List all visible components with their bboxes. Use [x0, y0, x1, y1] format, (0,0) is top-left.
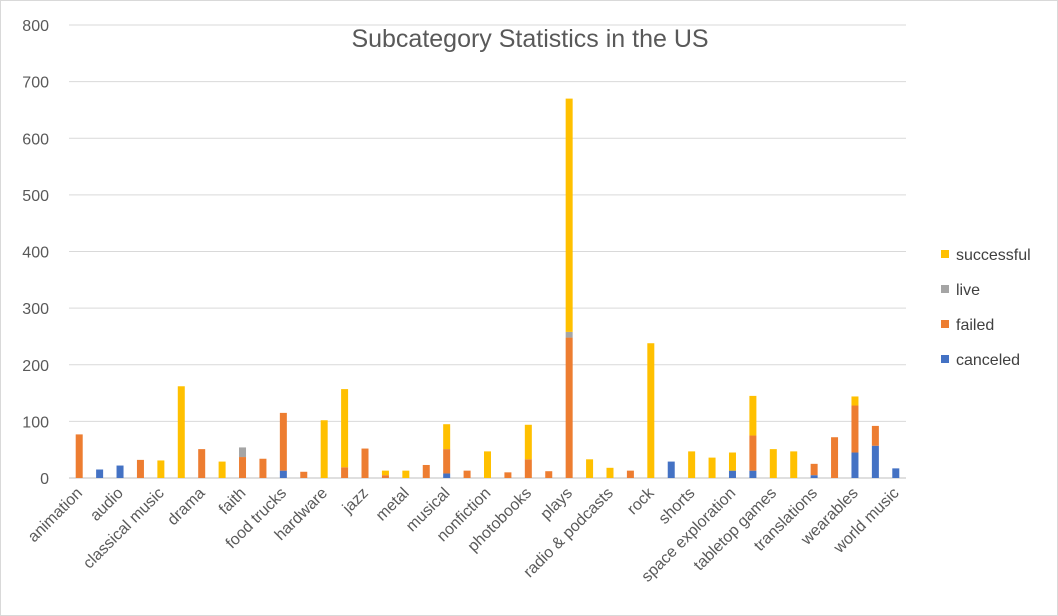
gridlines: [69, 24, 906, 479]
bar-failed: [871, 425, 879, 446]
bar-successful: [157, 460, 165, 478]
legend-swatch-failed: [941, 320, 949, 328]
bar-canceled: [871, 445, 879, 478]
bar-successful: [769, 449, 777, 478]
bar-failed: [524, 459, 532, 478]
bar-canceled: [667, 461, 675, 478]
bar-failed: [443, 449, 451, 474]
bar-successful: [647, 343, 655, 478]
legend-label-live: live: [956, 282, 980, 299]
bar-successful: [402, 470, 410, 478]
bar-successful: [606, 467, 614, 478]
chart-title: Subcategory Statistics in the US: [351, 25, 708, 53]
bar-successful: [218, 461, 226, 478]
bar-failed: [851, 405, 859, 453]
bar-failed: [300, 471, 308, 478]
bars: [75, 98, 900, 478]
bar-failed: [810, 463, 818, 476]
bar-successful: [688, 451, 696, 478]
x-tick-label: animation: [25, 485, 86, 546]
bar-failed: [626, 470, 634, 478]
y-tick-label: 200: [22, 358, 49, 375]
bar-failed: [565, 337, 573, 478]
bar-failed: [545, 471, 553, 478]
bar-successful: [749, 395, 757, 436]
legend-label-failed: failed: [956, 317, 994, 334]
bar-canceled: [810, 475, 818, 478]
bar-canceled: [116, 465, 124, 478]
bar-successful: [341, 389, 349, 468]
y-tick-label: 700: [22, 75, 49, 92]
bar-failed: [504, 472, 512, 478]
bar-successful: [524, 424, 532, 460]
y-tick-label: 400: [22, 245, 49, 262]
bar-canceled: [443, 473, 451, 478]
bar-failed: [136, 459, 144, 478]
y-tick-label: 500: [22, 188, 49, 205]
bar-successful: [381, 470, 389, 476]
y-tick-label: 0: [40, 471, 49, 488]
legend-label-successful: successful: [956, 247, 1031, 264]
bar-successful: [851, 396, 859, 406]
bar-canceled: [892, 468, 900, 478]
bar-failed: [75, 434, 83, 478]
bar-canceled: [728, 470, 736, 478]
legend-label-canceled: canceled: [956, 352, 1020, 369]
y-tick-label: 100: [22, 414, 49, 431]
bar-successful: [565, 98, 573, 332]
bar-successful: [728, 452, 736, 471]
legend-swatch-successful: [941, 250, 949, 258]
bar-successful: [320, 420, 328, 478]
bar-failed: [198, 449, 206, 478]
x-tick-label: faith: [216, 485, 249, 518]
legend: successful live failed canceled: [941, 247, 1031, 369]
legend-swatch-live: [941, 285, 949, 293]
x-tick-label: plays: [538, 485, 576, 523]
bar-failed: [279, 412, 287, 471]
y-axis-ticks: 0 100 200 300 400 500 600 700 800: [22, 18, 49, 488]
bar-failed: [422, 464, 430, 478]
x-tick-label: jazz: [339, 485, 372, 518]
bar-failed: [831, 437, 839, 478]
x-tick-label: rock: [624, 484, 658, 518]
bar-canceled: [96, 469, 104, 478]
bar-failed: [463, 470, 471, 478]
bar-failed: [361, 448, 369, 478]
bar-canceled: [749, 470, 757, 478]
bar-successful: [177, 386, 185, 478]
bar-successful: [443, 424, 451, 450]
bar-canceled: [279, 470, 287, 478]
y-tick-label: 800: [22, 18, 49, 35]
bar-failed: [381, 475, 389, 478]
bar-failed: [239, 457, 247, 478]
bar-canceled: [851, 452, 859, 478]
y-tick-label: 600: [22, 131, 49, 148]
bar-live: [565, 331, 573, 338]
bar-successful: [586, 459, 594, 478]
bar-live: [239, 447, 247, 458]
x-tick-label: drama: [164, 485, 208, 529]
y-tick-label: 300: [22, 301, 49, 318]
bar-successful: [790, 451, 798, 478]
bar-successful: [484, 451, 491, 478]
bar-failed: [259, 458, 267, 478]
legend-swatch-canceled: [941, 355, 949, 363]
bar-successful: [708, 457, 716, 478]
bar-failed: [341, 467, 349, 478]
bar-failed: [749, 435, 757, 471]
